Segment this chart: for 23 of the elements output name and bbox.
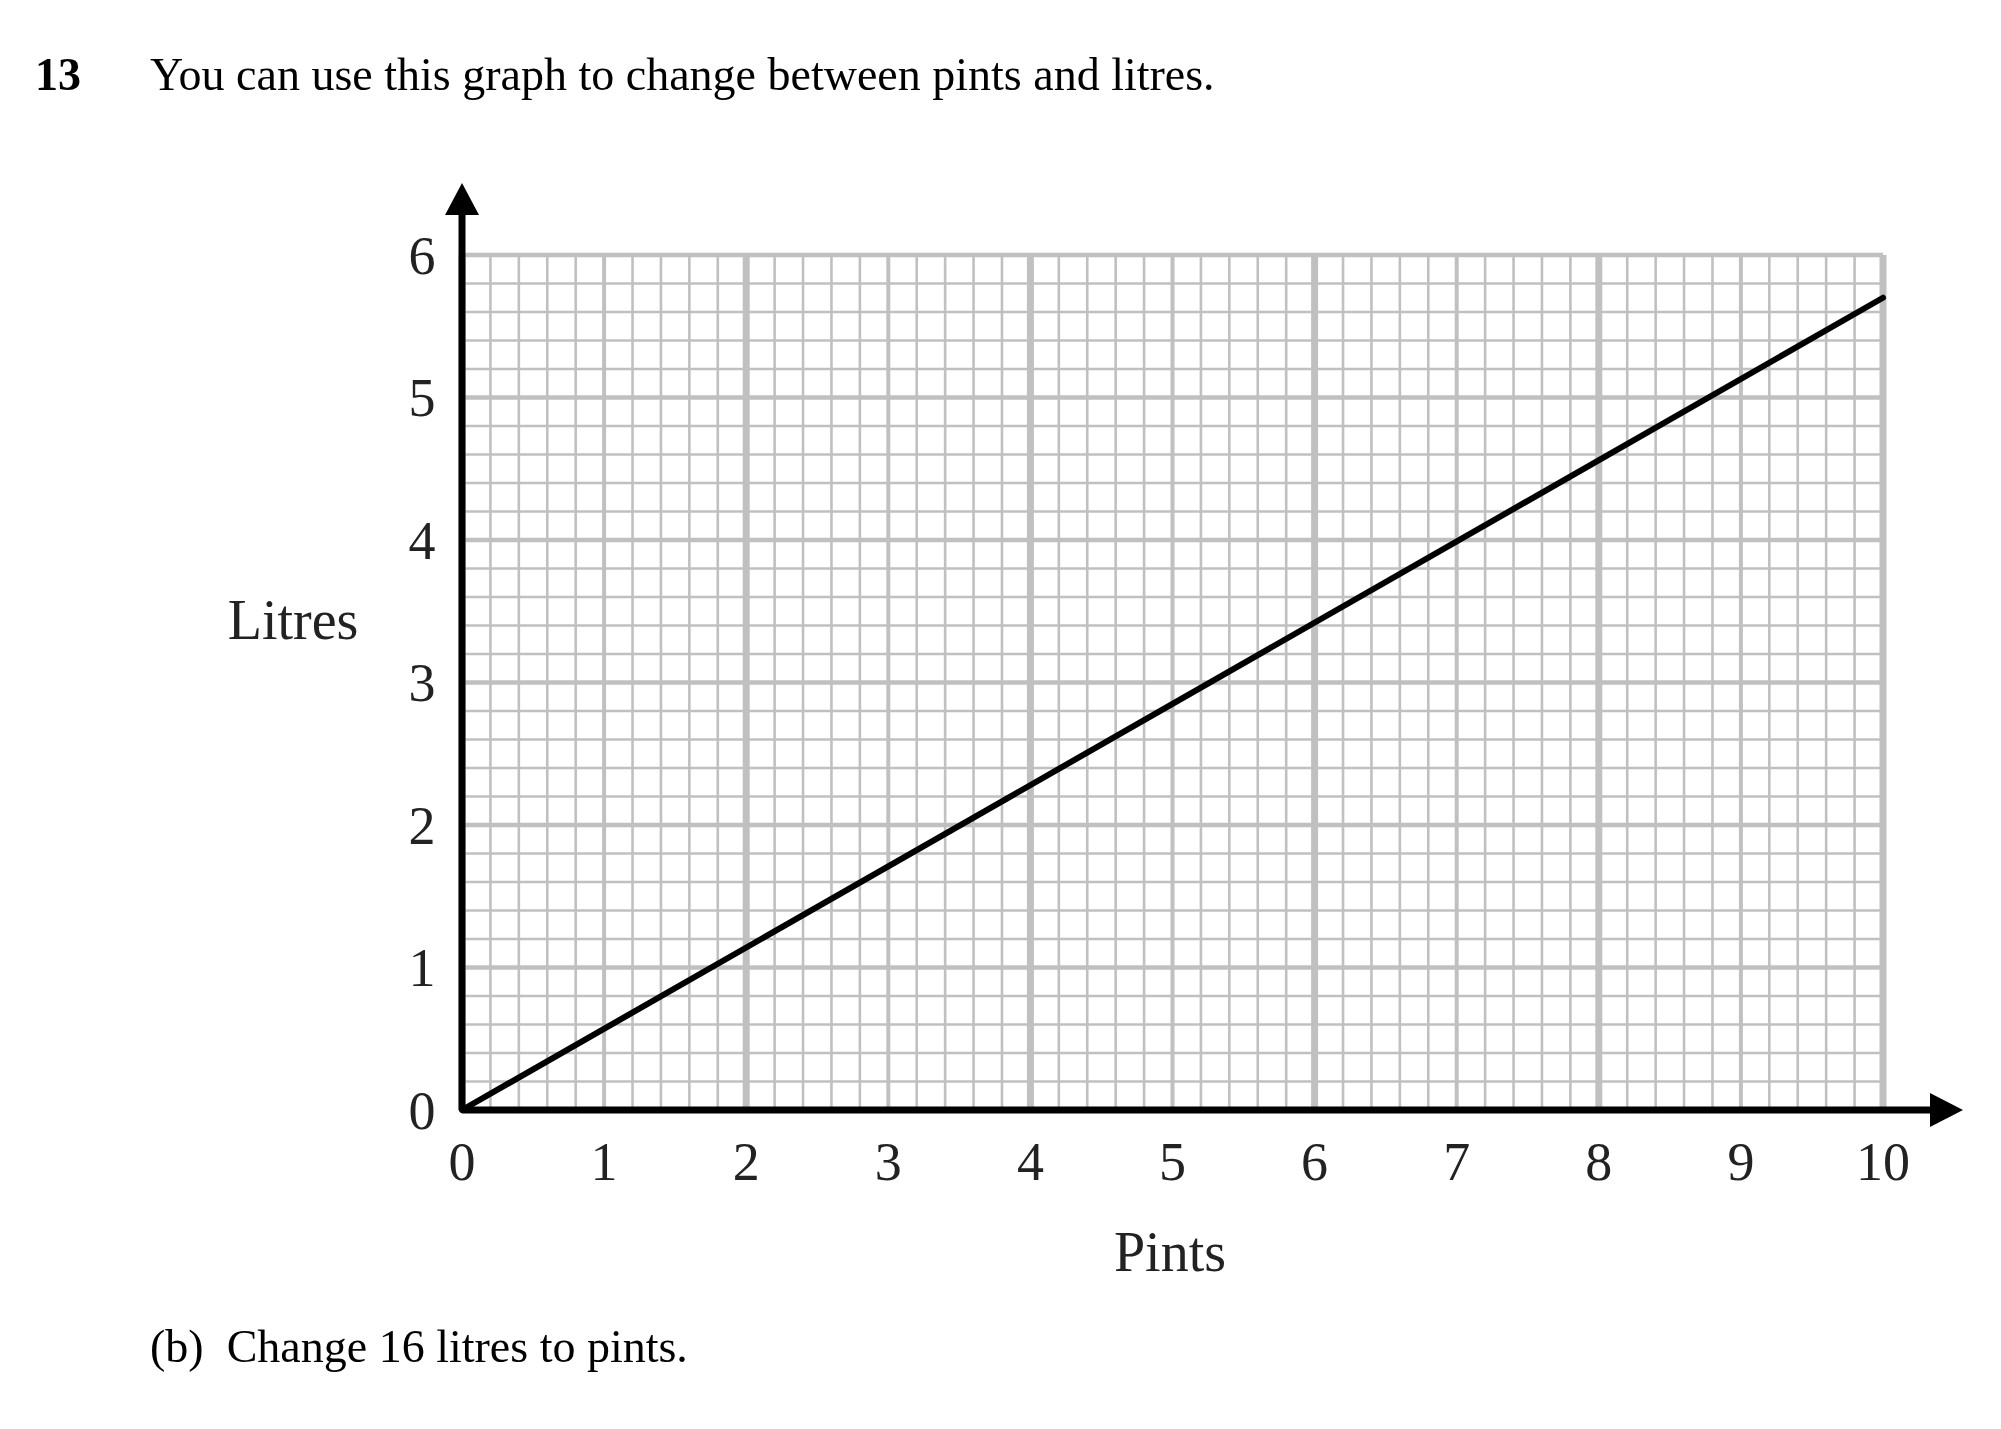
- x-tick-label: 3: [874, 1132, 902, 1192]
- y-axis-title: Litres: [227, 588, 359, 651]
- x-tick-label: 1: [590, 1132, 618, 1192]
- x-tick-label: 8: [1585, 1132, 1613, 1192]
- x-tick-label: 7: [1443, 1132, 1471, 1192]
- chart-title: You can use this graph to change between pints and litres.: [150, 49, 1215, 100]
- y-tick-label: 1: [408, 938, 436, 999]
- text: 13: [35, 49, 81, 100]
- x-axis-title: Pints: [1113, 1220, 1227, 1283]
- x-tick-label: 9: [1727, 1132, 1755, 1192]
- x-tick-label: 0: [448, 1132, 476, 1192]
- text: (b) Change 16 litres to pints.: [150, 1321, 688, 1372]
- y-tick-label: 0: [408, 1080, 436, 1141]
- y-tick-label: 5: [408, 368, 436, 429]
- x-tick-label: 6: [1301, 1132, 1329, 1192]
- x-tick-label: 10: [1856, 1132, 1910, 1192]
- x-tick-label: 2: [732, 1132, 760, 1192]
- x-tick-label: 5: [1159, 1132, 1186, 1192]
- y-tick-label: 4: [408, 510, 436, 571]
- y-tick-label: 3: [408, 653, 436, 714]
- y-tick-label: 2: [408, 795, 436, 856]
- y-tick-label: 6: [408, 225, 436, 286]
- x-tick-label: 4: [1016, 1132, 1044, 1192]
